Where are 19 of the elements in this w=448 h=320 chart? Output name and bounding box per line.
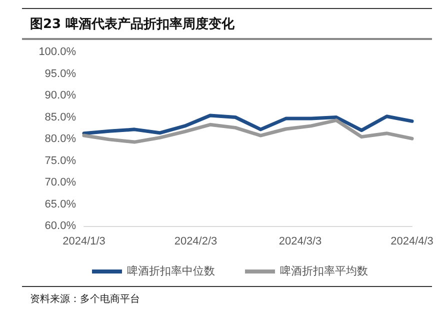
y-tick-label: 70.0%	[44, 176, 76, 188]
chart-title: 图23 啤酒代表产品折扣率周度变化	[22, 8, 432, 40]
line-series	[82, 114, 414, 136]
y-tick-label: 75.0%	[44, 154, 76, 167]
x-tick-label: 2024/3/3	[278, 236, 322, 248]
y-tick-label: 60.0%	[44, 220, 76, 232]
x-tick-label: 2024/1/3	[62, 236, 106, 248]
line-series	[82, 118, 414, 144]
legend-label: 啤酒折扣率平均数	[280, 264, 368, 278]
x-tick-label: 2024/4/3	[390, 236, 434, 248]
text: 资料来源：多个电商平台	[22, 286, 432, 311]
x-tick-label: 2024/2/3	[174, 236, 218, 248]
y-tick-label: 80.0%	[44, 133, 76, 145]
y-tick-label: 65.0%	[44, 198, 76, 210]
y-tick-label: 100.0%	[38, 46, 76, 58]
y-tick-label: 85.0%	[44, 111, 76, 124]
y-tick-label: 90.0%	[44, 90, 76, 102]
legend-label: 啤酒折扣率中位数	[127, 264, 215, 278]
y-tick-label: 95.0%	[44, 68, 76, 80]
